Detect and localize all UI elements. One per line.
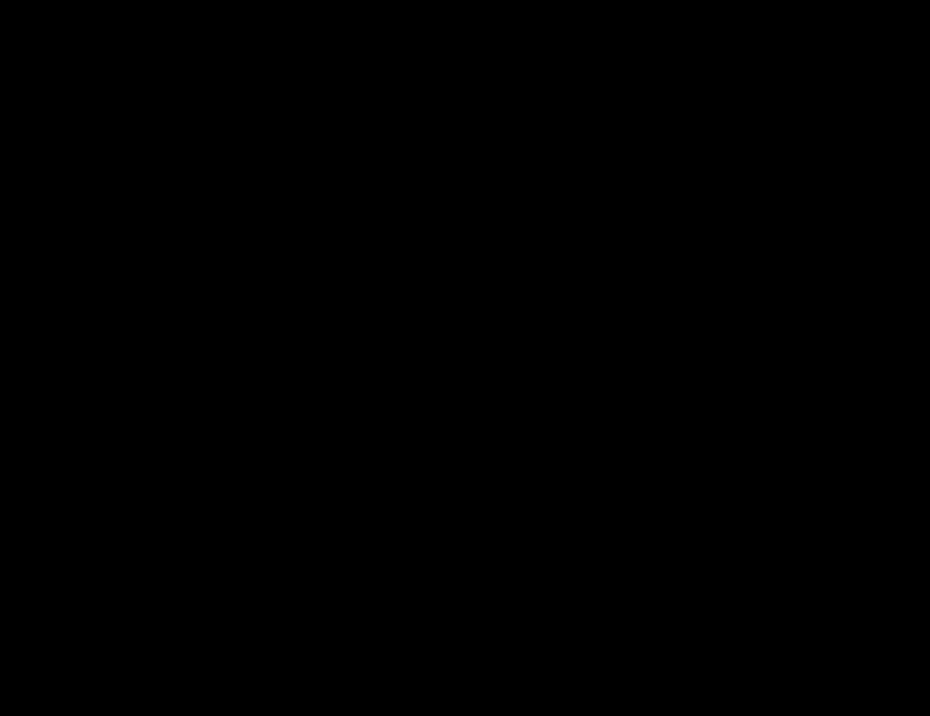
Text: 3.: 3.	[28, 209, 50, 229]
Text: $(x-2)^2(x+4)^2$: $(x-2)^2(x+4)^2$	[141, 430, 296, 455]
Text: 2.: 2.	[484, 108, 506, 128]
Text: $x + 4$: $x + 4$	[648, 137, 700, 158]
Text: $x^2 - 2$: $x^2 - 2$	[188, 77, 249, 100]
Text: $g(x) =$: $g(x) =$	[528, 207, 591, 231]
Text: $(x-1)(x+1)$: $(x-1)(x+1)$	[152, 372, 286, 395]
Text: $h(x) =$: $h(x) =$	[73, 306, 136, 329]
Text: 5.: 5.	[28, 308, 50, 327]
Text: 4.: 4.	[484, 209, 506, 229]
Text: $h(x) =$: $h(x) =$	[528, 107, 591, 130]
Text: $x - 6$: $x - 6$	[649, 180, 699, 200]
Text: $x^3 - 8$: $x^3 - 8$	[644, 77, 705, 100]
Text: 1.: 1.	[28, 108, 50, 128]
Text: 7.: 7.	[28, 403, 50, 423]
Text: $2x^2 - 4x + 1$: $2x^2 - 4x + 1$	[156, 277, 281, 300]
Text: $x^2 + 2x$: $x^2 + 2x$	[181, 335, 256, 359]
Text: $x^2 - 4$: $x^2 - 4$	[188, 135, 249, 159]
Text: Find the domain of each function and the equations of the: Find the domain of each function and the…	[23, 22, 751, 44]
Text: $h(x) =$: $h(x) =$	[73, 402, 136, 425]
Text: $x - 4$: $x - 4$	[648, 337, 700, 357]
Text: $(x+3)(x-4)$: $(x+3)(x-4)$	[152, 237, 286, 260]
Text: $f(x) =$: $f(x) =$	[73, 207, 131, 231]
Text: $x^2 + 9x + 20$: $x^2 + 9x + 20$	[611, 277, 737, 300]
Text: $g(x) =$: $g(x) =$	[528, 401, 591, 425]
Text: $x(x-1)(x+2)^2$: $x(x-1)(x+2)^2$	[140, 177, 297, 203]
Text: 8.: 8.	[484, 403, 506, 423]
Text: vertical or horizontal asymptotes, if any: vertical or horizontal asymptotes, if an…	[23, 54, 520, 75]
Text: $f(x) =$: $f(x) =$	[528, 306, 587, 329]
Text: $f(x) =$: $f(x) =$	[73, 106, 131, 130]
Text: $(x-4)(x+2)$: $(x-4)(x+2)$	[607, 372, 741, 395]
Text: 6.: 6.	[484, 308, 506, 327]
Text: $(x+1)(x-3)$: $(x+1)(x-3)$	[607, 431, 741, 453]
Text: $(x+3)(x+5)$: $(x+3)(x+5)$	[607, 237, 741, 260]
